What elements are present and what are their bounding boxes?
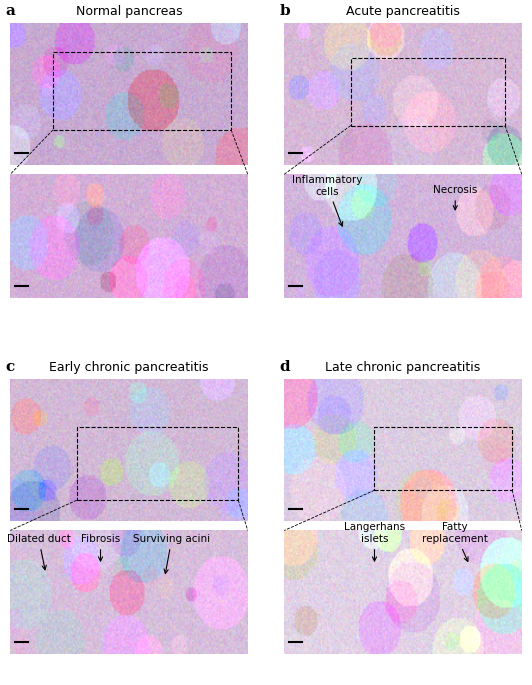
Text: Surviving acini: Surviving acini — [133, 534, 210, 573]
Text: Acute pancreatitis: Acute pancreatitis — [346, 5, 460, 18]
Text: Late chronic pancreatitis: Late chronic pancreatitis — [326, 361, 480, 374]
Bar — [53, 52, 231, 130]
Text: Fatty
replacement: Fatty replacement — [422, 523, 488, 562]
Text: Necrosis: Necrosis — [433, 185, 477, 210]
Text: c: c — [5, 360, 14, 374]
Text: d: d — [279, 360, 290, 374]
Bar — [77, 427, 238, 500]
Text: Inflammatory
cells: Inflammatory cells — [292, 175, 362, 226]
Text: b: b — [279, 3, 290, 18]
Text: Langerhans
islets: Langerhans islets — [344, 523, 405, 561]
Bar — [375, 427, 512, 490]
Text: Fibrosis: Fibrosis — [81, 534, 120, 561]
Text: Normal pancreas: Normal pancreas — [76, 5, 182, 18]
Text: Early chronic pancreatitis: Early chronic pancreatitis — [49, 361, 209, 374]
Text: a: a — [5, 3, 15, 18]
Bar — [351, 58, 505, 125]
Text: Dilated duct: Dilated duct — [7, 534, 71, 570]
